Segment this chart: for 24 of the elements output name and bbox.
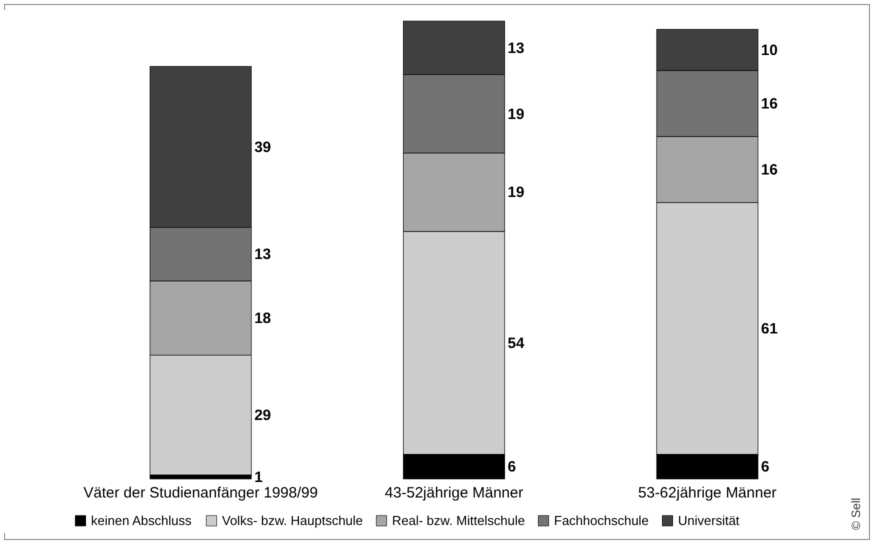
x-tick-label: 43-52jährige Männer (384, 484, 524, 502)
data-label: 1 (254, 468, 263, 486)
text: © Sell (849, 498, 863, 530)
data-label: 6 (761, 458, 770, 476)
legend-label: Fachhochschule (554, 512, 649, 528)
legend-label: Volks- bzw. Hauptschule (222, 512, 363, 528)
data-label: 54 (508, 334, 526, 352)
data-label: 6 (508, 458, 516, 476)
data-label: 10 (761, 42, 778, 59)
legend-label: keinen Abschluss (91, 512, 192, 528)
data-label: 39 (254, 138, 272, 156)
data-label: 19 (508, 106, 524, 123)
data-label: 16 (761, 162, 778, 179)
data-label: 13 (254, 246, 272, 264)
data-label: 16 (761, 96, 778, 113)
legend-label: Universität (678, 512, 740, 528)
data-label: 29 (254, 407, 272, 424)
legend-label: Real- bzw. Mittelschule (392, 512, 525, 528)
x-tick-label: Väter der Studienanfänger 1998/99 (83, 484, 318, 502)
data-label: 13 (508, 40, 524, 57)
data-label: 61 (761, 320, 778, 338)
data-label: 19 (508, 184, 524, 202)
data-label: 18 (254, 310, 272, 328)
x-tick-label: 53-62jährige Männer (638, 484, 777, 502)
